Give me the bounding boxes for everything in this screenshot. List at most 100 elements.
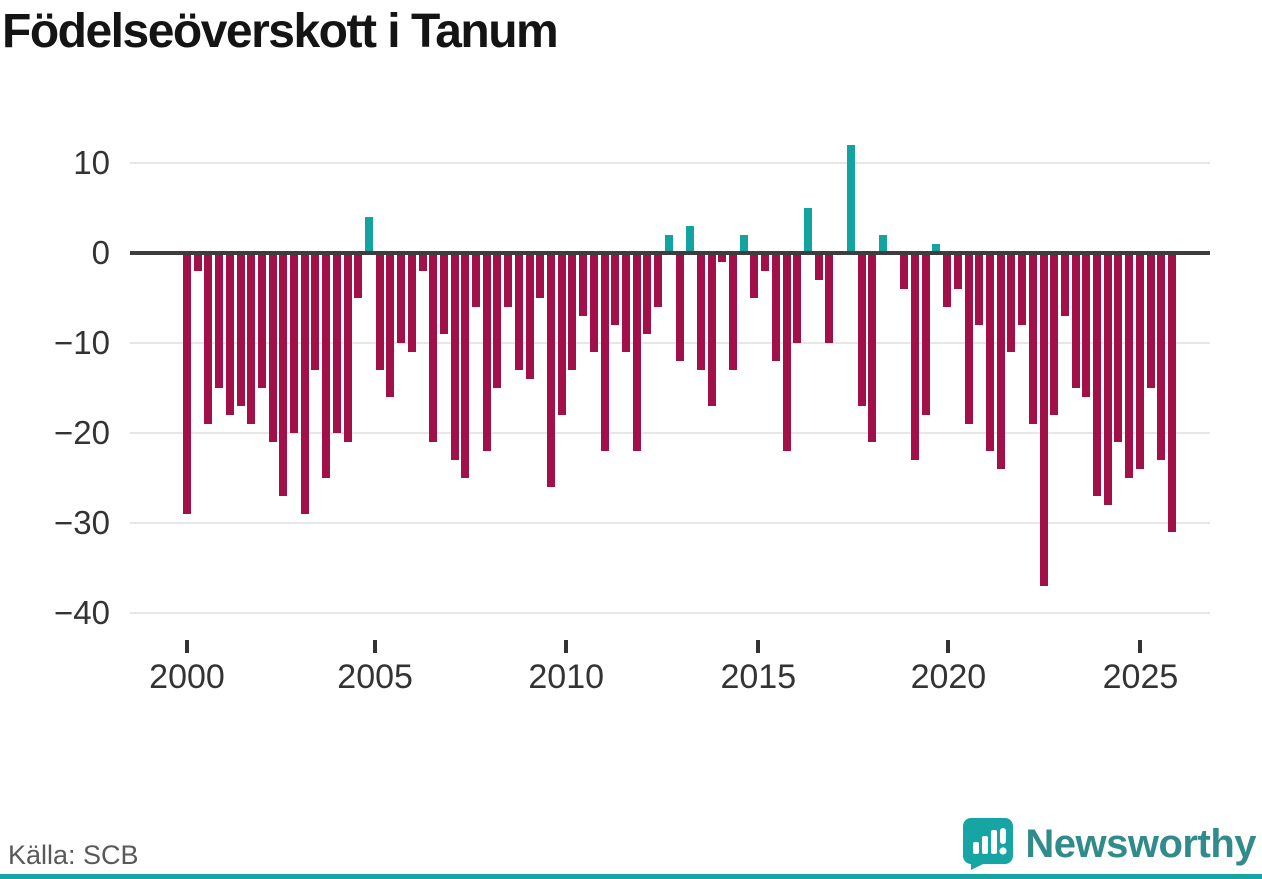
bar [579, 252, 588, 316]
bar [621, 252, 630, 352]
bar [397, 252, 406, 343]
bar [1050, 252, 1059, 416]
bar [782, 252, 791, 452]
bar [322, 252, 331, 479]
bar [525, 252, 534, 379]
bar [568, 252, 577, 370]
footer-accent-strip [0, 874, 1262, 879]
bar [332, 252, 341, 434]
bar-chart-exclamation-icon [963, 818, 1014, 870]
bar [996, 252, 1005, 470]
bar [375, 252, 384, 370]
bar [814, 252, 823, 280]
bar [204, 252, 213, 425]
bar [472, 252, 481, 307]
bar [290, 252, 299, 434]
bar [236, 252, 245, 407]
bar [868, 252, 877, 443]
bar [729, 252, 738, 370]
bar [846, 144, 855, 253]
y-axis-tick-label: −20 [54, 414, 110, 452]
bar [803, 207, 812, 253]
bar [643, 252, 652, 334]
gridline [130, 522, 1210, 525]
x-axis-tick-mark [946, 640, 951, 653]
bar [686, 225, 695, 253]
bar [461, 252, 470, 479]
bar [611, 252, 620, 325]
bar [675, 252, 684, 361]
bar [407, 252, 416, 352]
bar [589, 252, 598, 352]
bar [450, 252, 459, 461]
bar [793, 252, 802, 343]
bar [1018, 252, 1027, 325]
x-axis-tick-label: 2000 [149, 658, 225, 696]
bar [975, 252, 984, 325]
bar [257, 252, 266, 388]
bar [664, 234, 673, 253]
bar [482, 252, 491, 452]
y-axis-tick-label: 10 [73, 143, 110, 181]
bar [771, 252, 780, 361]
bar [557, 252, 566, 416]
bar [825, 252, 834, 343]
bar [311, 252, 320, 370]
bar [1146, 252, 1155, 388]
y-axis-tick-label: 0 [91, 233, 110, 271]
bar [632, 252, 641, 452]
bar [1103, 252, 1112, 506]
bar [1157, 252, 1166, 461]
x-axis-tick-mark [373, 640, 378, 653]
bar [514, 252, 523, 370]
bar [943, 252, 952, 307]
newsworthy-logo: Newsworthy [963, 818, 1256, 870]
y-axis-tick-label: −40 [54, 594, 110, 632]
chart-title: Födelseöverskott i Tanum [2, 5, 559, 58]
bar [493, 252, 502, 388]
bar [354, 252, 363, 298]
bar [878, 234, 887, 253]
bar [718, 252, 727, 262]
x-axis-tick-mark [756, 640, 761, 653]
bar [654, 252, 663, 307]
bar [225, 252, 234, 416]
bar [921, 252, 930, 416]
newsworthy-wordmark: Newsworthy [1025, 821, 1256, 866]
bar [707, 252, 716, 407]
bar [1082, 252, 1091, 397]
x-axis-tick-label: 2025 [1102, 658, 1179, 696]
bar [761, 252, 770, 271]
bar [1028, 252, 1037, 425]
bar [439, 252, 448, 334]
bar [547, 252, 556, 488]
x-axis-tick-mark [564, 640, 569, 653]
bar [193, 252, 202, 271]
bar [215, 252, 224, 388]
bar [418, 252, 427, 271]
bar [300, 252, 309, 515]
bar [1135, 252, 1144, 470]
bar [1071, 252, 1080, 388]
zero-baseline [130, 250, 1210, 255]
source-caption: Källa: SCB [8, 840, 139, 870]
y-axis-tick-label: −30 [54, 504, 110, 542]
plot-area [130, 140, 1210, 627]
gridline [130, 612, 1210, 615]
bar [365, 216, 373, 253]
bar [739, 234, 748, 253]
bar [1114, 252, 1123, 443]
bar [1168, 252, 1176, 533]
y-axis-tick-label: −10 [54, 323, 110, 361]
x-axis-tick-label: 2005 [337, 658, 413, 696]
bar [857, 252, 866, 407]
bar [429, 252, 438, 443]
x-axis-tick-mark [185, 640, 189, 653]
bar [183, 252, 191, 515]
bar [932, 243, 941, 253]
bar [1007, 252, 1016, 352]
gridline [130, 432, 1210, 435]
bar [750, 252, 759, 298]
bar [911, 252, 920, 461]
bar [900, 252, 909, 289]
